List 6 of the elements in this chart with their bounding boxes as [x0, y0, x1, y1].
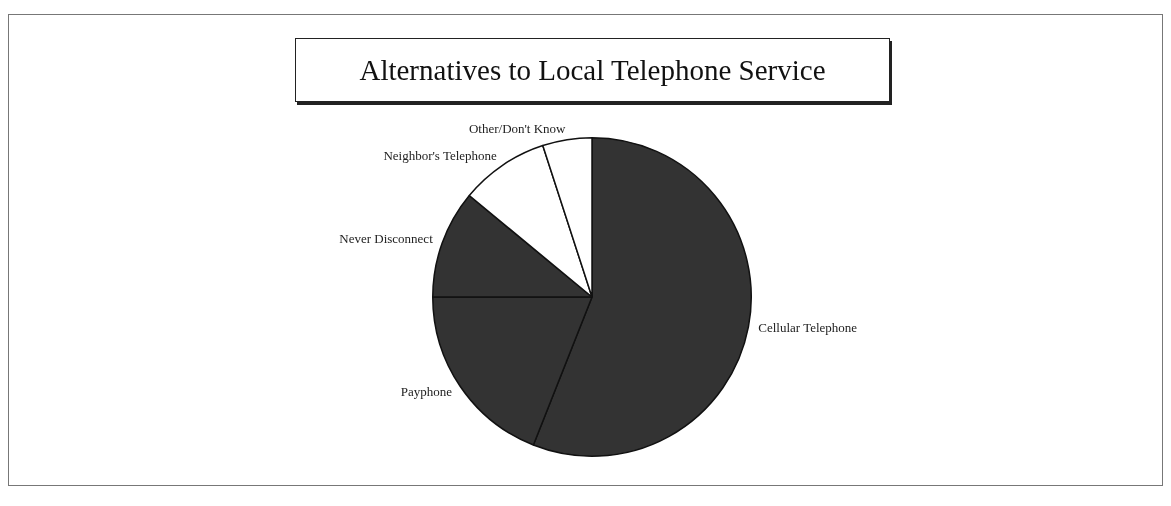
slice-label: Payphone: [400, 383, 453, 399]
slice-label: Neighbor's Telephone: [383, 148, 498, 164]
slice-label: Never Disconnect: [339, 231, 434, 247]
slice-label: Other/Don't Know: [468, 121, 567, 137]
chart-title: Alternatives to Local Telephone Service: [295, 38, 890, 102]
slice-label: Cellular Telephone: [758, 320, 858, 336]
